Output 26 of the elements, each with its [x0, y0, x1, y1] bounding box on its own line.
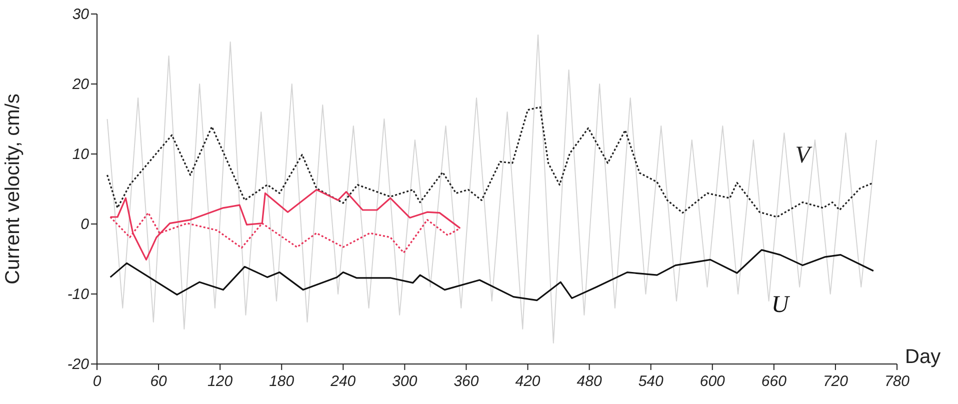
- y-tick-label: 30: [72, 6, 90, 23]
- x-tick-label: 0: [92, 373, 102, 390]
- x-tick-label: 540: [638, 373, 664, 390]
- y-axis-title: Current velocity, cm/s: [2, 94, 24, 284]
- x-axis-title: Day: [905, 346, 941, 369]
- x-tick-label: 360: [454, 373, 480, 390]
- x-tick-label: 60: [150, 373, 168, 390]
- series-label: U: [771, 292, 790, 318]
- x-tick-label: 480: [576, 373, 602, 390]
- series-label: V: [795, 142, 812, 168]
- x-tick-label: 600: [700, 373, 726, 390]
- x-tick-label: 720: [822, 373, 849, 390]
- y-tick-label: 20: [71, 76, 90, 93]
- x-tick-label: 660: [761, 373, 788, 390]
- x-tick-label: 420: [515, 373, 541, 390]
- y-tick-label: 0: [80, 216, 90, 233]
- line-series: [106, 106, 874, 218]
- y-tick-label: -20: [67, 356, 90, 373]
- line-series: [106, 34, 877, 344]
- y-tick-label: 10: [72, 146, 90, 163]
- y-tick-label: -10: [67, 286, 90, 303]
- x-tick-label: 780: [884, 373, 910, 390]
- x-tick-label: 180: [269, 373, 295, 390]
- x-tick-label: 120: [208, 373, 234, 390]
- x-tick-label: 300: [392, 373, 418, 390]
- x-tick-label: 240: [330, 373, 356, 390]
